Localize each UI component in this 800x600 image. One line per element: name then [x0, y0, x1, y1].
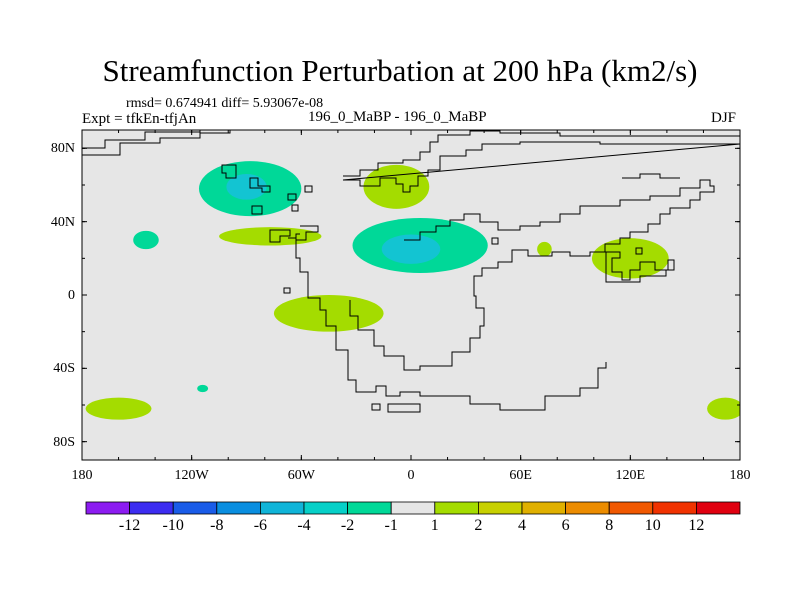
x-tick-label: 120W: [174, 468, 209, 483]
colorbar-label: 10: [644, 517, 661, 534]
colorbar-label: -8: [210, 517, 224, 534]
coastline: [291, 204, 299, 212]
stats-label: rmsd= 0.674941 diff= 5.93067e-08: [126, 96, 324, 111]
colorbar-box: [696, 501, 741, 515]
case-label: 196_0_MaBP - 196_0_MaBP: [308, 109, 487, 125]
figure-title: Streamfunction Perturbation at 200 hPa (…: [102, 53, 698, 88]
coastline: [605, 251, 675, 283]
colorbar-box: [390, 501, 436, 515]
coastline: [283, 287, 291, 294]
colorbar-box: [477, 501, 523, 515]
colorbar-box: [565, 501, 610, 515]
coastline: [635, 247, 643, 255]
colorbar-box: [129, 501, 174, 515]
negative-anomaly: [381, 234, 441, 264]
positive-anomaly: [537, 241, 552, 257]
coastline: [287, 193, 297, 201]
y-tick-label: 80S: [53, 434, 75, 450]
coastlines: [82, 130, 740, 413]
experiment-label: Expt = tfkEn-tfjAn: [82, 111, 197, 127]
colorbar-box: [652, 501, 697, 515]
colorbar-label: 2: [474, 517, 483, 534]
season-label: DJF: [711, 110, 737, 126]
negative-anomaly: [226, 174, 267, 200]
colorbar-box: [521, 501, 566, 515]
coastline: [221, 164, 237, 179]
positive-anomaly: [707, 397, 740, 420]
coastline: [343, 130, 740, 177]
x-tick-label: 0: [407, 468, 415, 483]
coastline: [342, 141, 740, 193]
coastline: [622, 173, 680, 179]
x-tick-label: 60W: [287, 468, 315, 483]
positive-anomaly: [363, 164, 430, 209]
negative-anomaly: [197, 384, 209, 393]
colorbar-label: -1: [384, 517, 398, 534]
colorbar-box: [434, 501, 479, 515]
coastline: [349, 179, 715, 371]
colorbar-label: 12: [688, 517, 705, 534]
colorbar-box: [85, 501, 130, 515]
colorbar-label: 8: [605, 517, 614, 534]
coastline: [251, 205, 263, 215]
x-tick-label: 120E: [615, 468, 646, 483]
colorbar-box: [608, 501, 654, 515]
y-tick-label: 80N: [50, 141, 75, 157]
colorbar-box: [216, 501, 261, 515]
y-tick-label: 40S: [53, 361, 75, 377]
x-tick-label: 60E: [509, 468, 532, 483]
colorbar-label: 4: [518, 517, 526, 534]
coastline: [371, 403, 381, 411]
colorbar-label: 1: [430, 517, 439, 534]
colorbar-box: [347, 501, 392, 515]
colorbar-box: [172, 501, 218, 515]
positive-anomaly: [85, 397, 152, 420]
colorbar-label: 6: [561, 517, 570, 534]
x-tick-label: 180: [729, 468, 751, 483]
coastline: [304, 185, 313, 193]
colorbar-label: -12: [118, 517, 141, 534]
positive-anomaly: [591, 238, 669, 279]
coastline: [491, 237, 499, 245]
colorbar-label: -2: [340, 517, 355, 534]
x-tick-label: 180: [71, 468, 93, 483]
colorbar-label: -4: [297, 517, 311, 534]
colorbar-box: [303, 501, 348, 515]
coastline: [269, 229, 291, 243]
coastline: [249, 177, 271, 193]
colorbar-box: [259, 501, 305, 515]
negative-anomaly: [133, 230, 159, 250]
colorbar-label: -6: [253, 517, 268, 534]
y-tick-label: 0: [68, 288, 75, 303]
coastline: [387, 403, 421, 413]
colorbar-label: -10: [162, 517, 184, 534]
coastline: [288, 237, 607, 411]
coastline: [295, 225, 319, 241]
y-tick-label: 40N: [50, 214, 75, 230]
positive-anomaly: [273, 295, 384, 332]
